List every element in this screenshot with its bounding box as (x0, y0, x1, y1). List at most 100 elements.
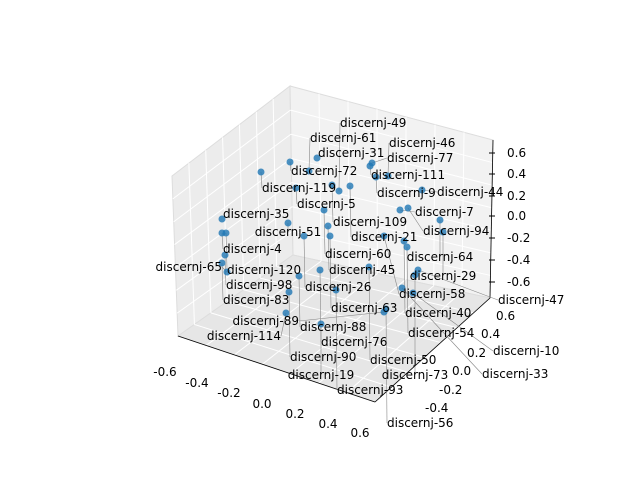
gridline (188, 163, 195, 325)
x-tick-label: 0.4 (318, 417, 337, 431)
scatter-point (400, 237, 408, 245)
point-label: discernj-63 (331, 301, 397, 315)
scatter-point (286, 158, 294, 166)
x-tick-label: -0.4 (185, 376, 208, 390)
label-leader-line (323, 209, 326, 255)
point-label: discernj-56 (387, 416, 453, 430)
scatter-point (346, 182, 354, 190)
point-label: discernj-64 (407, 250, 473, 264)
gridline (174, 158, 292, 245)
label-leader-line (331, 184, 334, 223)
point-label: discernj-61 (310, 131, 376, 145)
gridline (346, 291, 463, 393)
gridline (173, 133, 292, 223)
gridline (272, 98, 278, 267)
point-label: discernj-10 (493, 344, 559, 358)
gridline (255, 111, 261, 279)
label-leader-line (303, 235, 306, 288)
label-leader-line (308, 137, 311, 172)
scatter-point (257, 168, 265, 176)
point-label: discernj-60 (325, 247, 391, 261)
scatter-point (409, 289, 417, 297)
scatter-point (365, 263, 373, 271)
scatter-point (436, 216, 444, 224)
point-label: discernj-89 (233, 314, 299, 328)
label-leader-line (412, 292, 494, 352)
label-leader-line (406, 246, 409, 334)
scatter-point (313, 154, 321, 162)
scatter-point (384, 172, 392, 180)
label-leader-line (329, 235, 332, 309)
point-label: discernj-109 (333, 215, 407, 229)
point-label: discernj-73 (382, 368, 448, 382)
point-label: discernj-5 (297, 197, 356, 211)
gridlines (172, 93, 493, 393)
point-label: discernj-119 (262, 181, 336, 195)
scatter-point (366, 162, 374, 170)
point-label: discernj-46 (389, 136, 455, 150)
point-label: discernj-33 (482, 367, 548, 381)
label-leader-line (403, 240, 406, 314)
gridline (233, 266, 350, 356)
label-leader-line (407, 207, 424, 232)
x-tick-label: 0.0 (252, 397, 271, 411)
point-label: discernj-94 (423, 224, 489, 238)
point-label: discernj-98 (226, 278, 292, 292)
scatter-point (221, 251, 229, 259)
point-label: discernj-7 (415, 205, 474, 219)
point-label: discernj-72 (291, 164, 357, 178)
z-axis-line (489, 139, 494, 299)
label-leader-line (225, 232, 228, 271)
label-leader-line (387, 142, 390, 177)
gridline (318, 285, 435, 384)
point-label: discernj-29 (410, 269, 476, 283)
scatter-point (218, 259, 226, 267)
z-tick-label: -0.2 (507, 231, 530, 245)
scatter-point (223, 268, 231, 276)
point-label: discernj-19 (288, 368, 354, 382)
point-label: discernj-47 (498, 293, 564, 307)
point-label: discernj-76 (321, 335, 387, 349)
scatter-point (332, 286, 340, 294)
point-label: discernj-114 (207, 329, 281, 343)
gridline (292, 206, 491, 254)
point-label: discernj-26 (305, 280, 371, 294)
gridline (175, 182, 293, 268)
gridline (291, 182, 492, 231)
point-label: discernj-50 (370, 353, 436, 367)
gridline (291, 157, 492, 209)
z-tick-label: 0.2 (507, 189, 526, 203)
scatter-point (295, 272, 303, 280)
point-label: discernj-45 (329, 263, 395, 277)
label-leader-line (221, 262, 224, 301)
scatter-point (316, 266, 324, 274)
gridline (292, 230, 491, 276)
gridline (194, 323, 392, 388)
gridline (461, 132, 465, 292)
x-tick-label: -0.2 (217, 386, 240, 400)
y-tick-label: 0.6 (496, 309, 515, 323)
gridline (210, 312, 409, 373)
label-leader-line (338, 122, 341, 192)
label-leader-line (383, 235, 400, 295)
scatter-point (324, 222, 332, 230)
gridline (433, 124, 436, 286)
gridline (175, 206, 293, 291)
label-leader-lines (221, 122, 499, 424)
label-leader-line (335, 289, 338, 391)
scatter-point (396, 206, 404, 214)
scatter-point (418, 186, 426, 194)
point-label: discernj-31 (318, 146, 384, 160)
scatter-point (439, 228, 447, 236)
scatter-point (398, 284, 406, 292)
scatter-point (292, 184, 300, 192)
y-tick-label: -0.2 (439, 383, 462, 397)
label-leader-line (298, 311, 385, 322)
z-tick-label: 0.0 (507, 209, 526, 223)
gridline (260, 277, 458, 329)
x-tick-label: 0.2 (285, 407, 304, 421)
point-label: discernj-49 (340, 116, 406, 130)
point-label: discernj-88 (300, 320, 366, 334)
gridline (176, 230, 293, 314)
